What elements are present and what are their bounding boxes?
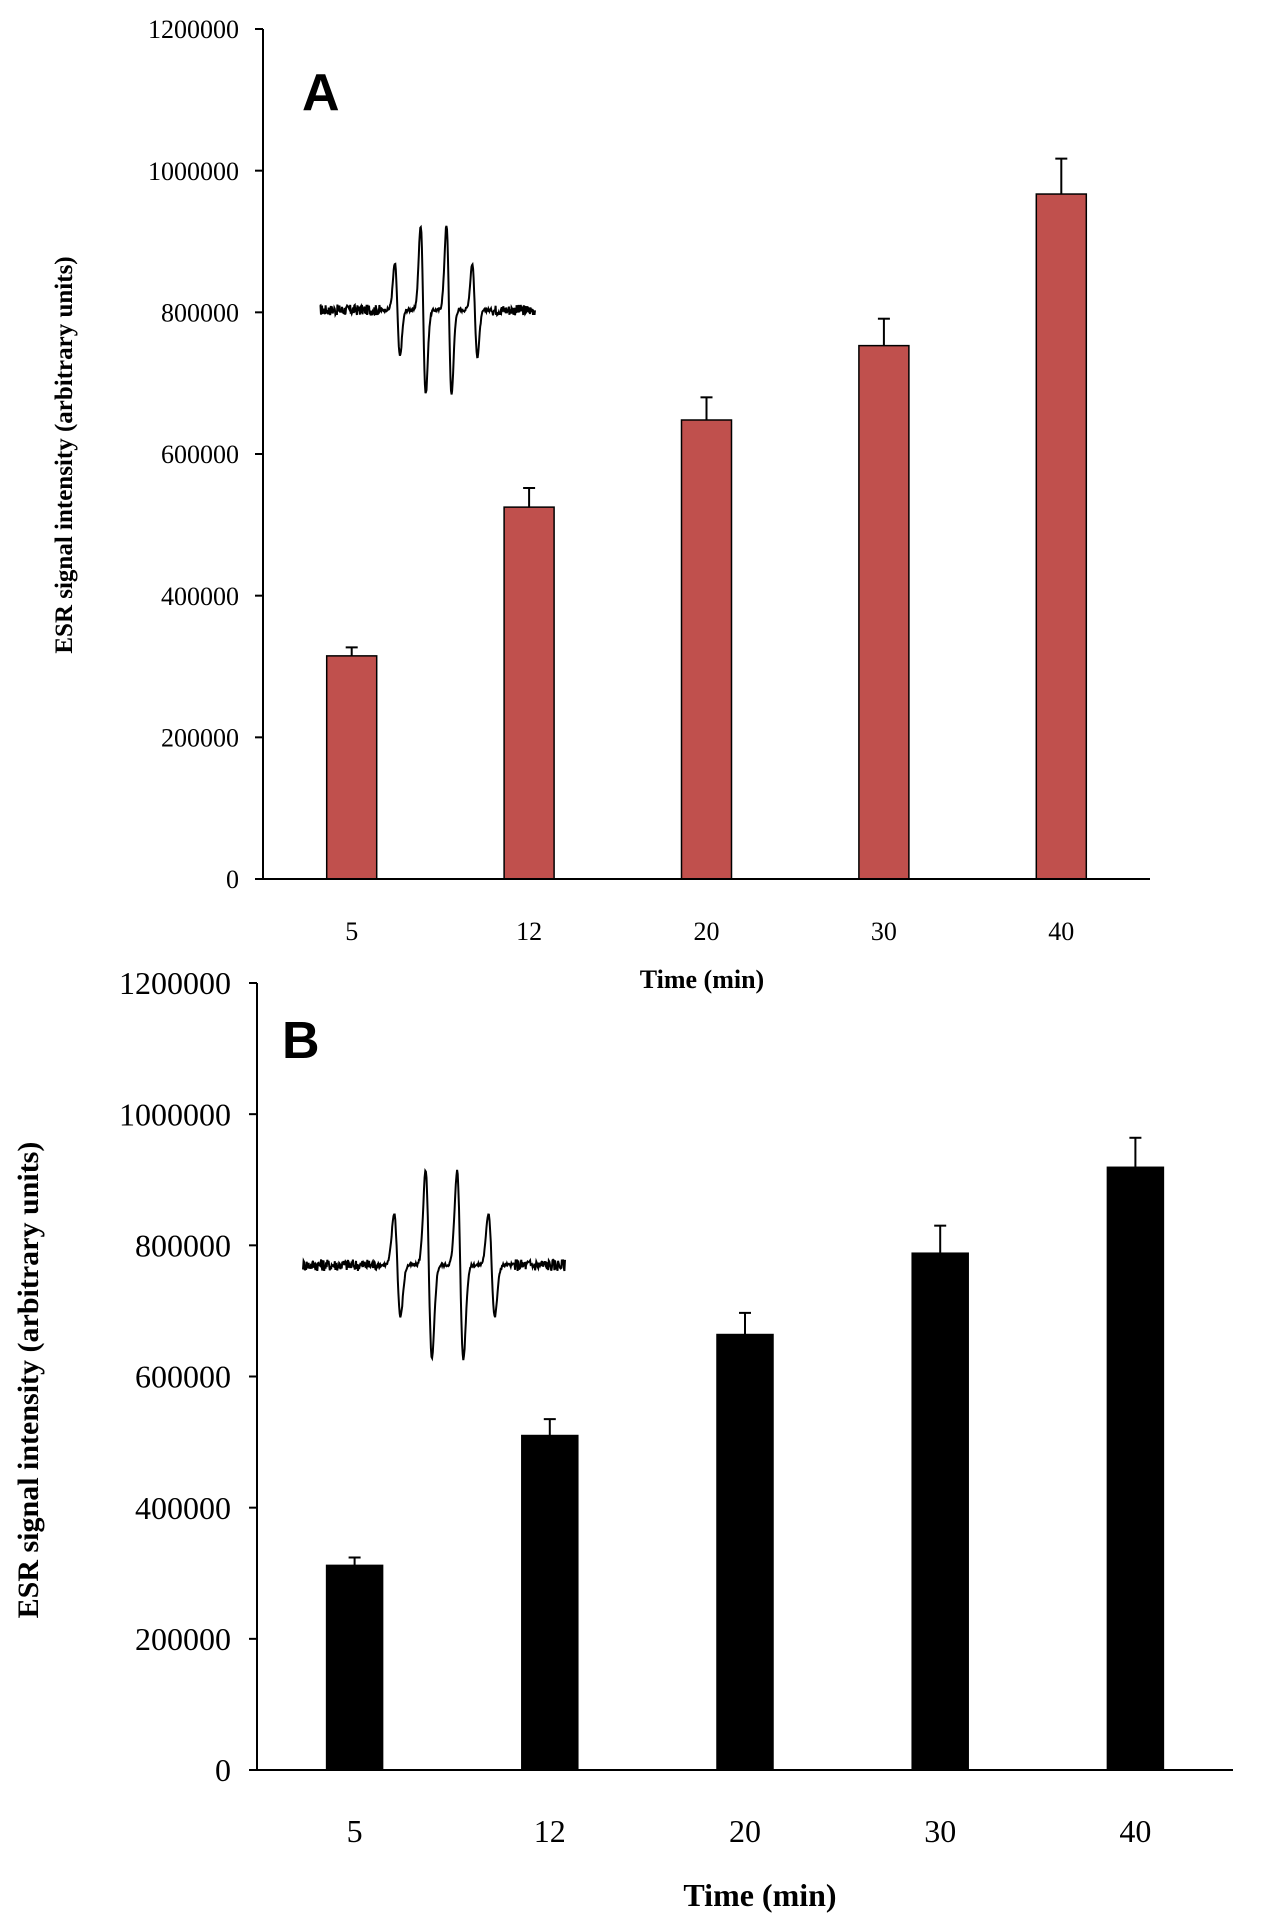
panel-a-esr-spectrum-line	[319, 224, 536, 395]
panel-b-y-tick-label: 1200000	[119, 965, 231, 1001]
panel-b-x-tick-label: 12	[534, 1813, 566, 1849]
panel-a-bar-20	[680, 419, 733, 880]
panel-a-y-tick-label: 800000	[161, 298, 239, 327]
panel-b-y-tick-label: 0	[215, 1752, 231, 1788]
panel-a-y-tick-label: 0	[226, 865, 239, 894]
panel-b-x-axis-label: Time (min)	[683, 1877, 836, 1913]
panel-a-y-tick-label: 600000	[161, 440, 239, 469]
panel-b-esr-spectrum-line	[302, 1167, 566, 1362]
panel-a-y-tick-label: 400000	[161, 582, 239, 611]
panel-b-y-tick-label: 400000	[135, 1490, 231, 1526]
panel-a: A 0 200000 400000 600000 800000 1000000 120000…	[51, 15, 1150, 994]
panel-b-bar-5	[325, 1564, 384, 1771]
panel-a-bar-30	[858, 344, 910, 880]
panel-b-y-tick-label: 800000	[135, 1228, 231, 1264]
panel-a-x-tick-label: 40	[1048, 917, 1074, 946]
panel-a-letter: A	[302, 64, 340, 122]
panel-b-x-tick-label: 30	[924, 1813, 956, 1849]
panel-a-x-axis-label: Time (min)	[640, 965, 764, 994]
panel-b-y-tick-label: 600000	[135, 1359, 231, 1395]
panel-b-bar-20	[716, 1333, 774, 1771]
panel-a-y-axis-label: ESR signal intensity (arbitrary units)	[51, 256, 78, 653]
panel-a-x-tick-label: 12	[516, 917, 542, 946]
panel-b-esr-spectrum-inset	[302, 1167, 566, 1362]
panel-b-x-tick-label: 20	[729, 1813, 761, 1849]
panel-a-y-tick-label: 1000000	[148, 157, 239, 186]
panel-b-y-axis-label: ESR signal intensity (arbitrary units)	[12, 1142, 45, 1619]
panel-a-bar-12	[503, 506, 555, 880]
panel-a-bar-5	[325, 655, 378, 880]
panel-b-bar-30	[911, 1252, 969, 1771]
panel-a-bar-40	[1035, 193, 1088, 880]
panel-b-y-tick-label: 1000000	[119, 1096, 231, 1132]
panel-b-bar-12	[521, 1434, 579, 1771]
panel-a-y-tick-label: 1200000	[148, 15, 239, 44]
panel-b-letter: B	[282, 1012, 320, 1070]
panel-a-x-tick-label: 5	[345, 917, 358, 946]
panel-b-x-tick-label: 40	[1119, 1813, 1151, 1849]
panel-b-bar-40	[1106, 1166, 1165, 1771]
panel-a-y-tick-label: 200000	[161, 723, 239, 752]
panel-a-x-tick-label: 20	[694, 917, 720, 946]
panel-b-x-tick-label: 5	[347, 1813, 363, 1849]
panel-b: B 0 200000 400000 600000 800000 1000000 120000…	[12, 965, 1233, 1913]
panel-a-x-tick-label: 30	[871, 917, 897, 946]
panel-b-y-tick-label: 200000	[135, 1621, 231, 1657]
panel-a-esr-spectrum-inset	[319, 224, 536, 395]
